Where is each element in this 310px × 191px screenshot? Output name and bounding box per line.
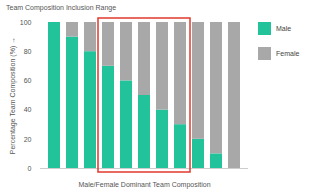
svg-text:Percentage Team Composition (%: Percentage Team Composition (%) → <box>9 37 17 154</box>
svg-text:80: 80 <box>24 48 32 55</box>
svg-text:0: 0 <box>28 165 32 172</box>
html-text:Team Composition Inclusion Ran: Team Composition Inclusion Range <box>6 4 117 11</box>
svg-text:20: 20 <box>24 136 32 143</box>
svg-text:100: 100 <box>20 19 32 26</box>
html-text:Female: Female <box>276 50 300 57</box>
svg-text:40: 40 <box>24 106 32 113</box>
html-text:Male: Male <box>276 25 292 32</box>
svg-text:Male/Female Dominant Team Comp: Male/Female Dominant Team Composition <box>78 181 210 189</box>
svg-text:60: 60 <box>24 77 32 84</box>
